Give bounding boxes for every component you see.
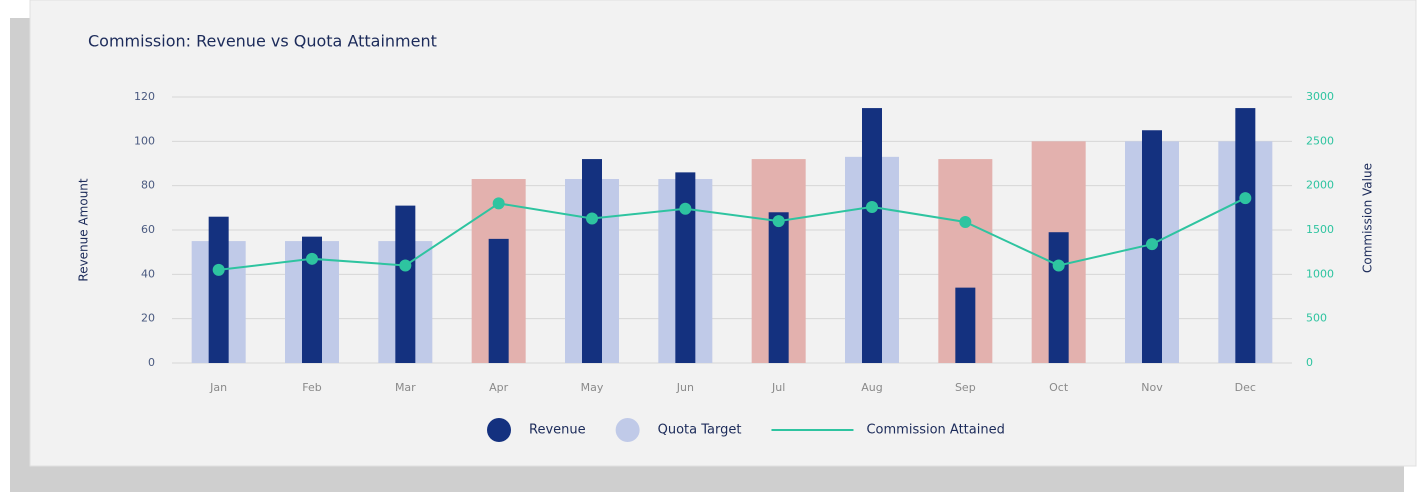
point	[492, 197, 505, 210]
legend-swatch	[487, 418, 511, 442]
bar	[955, 287, 976, 363]
x-tick-label: Aug	[861, 381, 882, 394]
y2-tick-label: 0	[1306, 356, 1313, 369]
y2-tick-label: 1000	[1306, 267, 1334, 280]
point	[679, 202, 692, 215]
y2-tick-label: 500	[1306, 312, 1327, 325]
x-tick-label: Oct	[1049, 381, 1069, 394]
point	[1052, 259, 1065, 272]
point	[212, 263, 225, 276]
y2-axis-title: Commission Value	[1361, 163, 1375, 273]
y2-tick-label: 2500	[1306, 134, 1334, 147]
y-tick-label: 0	[148, 356, 155, 369]
point	[866, 200, 878, 213]
y2-tick-label: 2000	[1306, 179, 1334, 192]
card	[29, 0, 1417, 467]
point	[1146, 238, 1158, 251]
x-tick-label: Jan	[209, 381, 227, 394]
bar	[395, 205, 416, 363]
point	[586, 212, 598, 225]
x-tick-label: Jul	[771, 381, 785, 394]
y-tick-label: 60	[141, 223, 155, 236]
bar	[1048, 232, 1069, 363]
point	[399, 259, 412, 272]
point	[1239, 192, 1252, 205]
x-tick-label: Nov	[1141, 381, 1163, 394]
legend-label: Commission Attained	[866, 423, 1004, 438]
bar	[1235, 108, 1256, 363]
legend-label: Quota Target	[658, 423, 742, 438]
x-tick-label: Mar	[395, 381, 416, 394]
y-tick-label: 100	[134, 134, 155, 147]
x-tick-label: Dec	[1235, 381, 1256, 394]
bar	[302, 236, 322, 363]
x-tick-label: Feb	[302, 381, 321, 394]
legend-label: Revenue	[529, 423, 586, 438]
y2-tick-label: 1500	[1306, 223, 1334, 236]
bar	[768, 212, 789, 363]
bar	[488, 238, 509, 363]
point	[772, 215, 785, 228]
legend-swatch	[615, 418, 640, 442]
x-tick-label: May	[581, 381, 604, 394]
x-tick-label: Apr	[489, 381, 509, 394]
y-tick-label: 20	[141, 312, 155, 325]
line	[218, 197, 1246, 271]
y-tick-label: 40	[141, 267, 155, 280]
point	[306, 252, 318, 265]
y2-tick-label: 3000	[1306, 90, 1334, 103]
bar	[208, 216, 229, 363]
y-tick-label: 120	[134, 90, 155, 103]
chart-title: Commission: Revenue vs Quota Attainment	[88, 32, 437, 51]
bar	[675, 172, 696, 363]
x-tick-label: Sep	[955, 381, 976, 394]
point	[959, 216, 972, 229]
bar	[582, 159, 602, 363]
y-axis-title: Revenue Amount	[77, 178, 91, 282]
x-tick-label: Jun	[676, 381, 694, 394]
y-tick-label: 80	[141, 179, 155, 192]
bar	[862, 108, 882, 363]
